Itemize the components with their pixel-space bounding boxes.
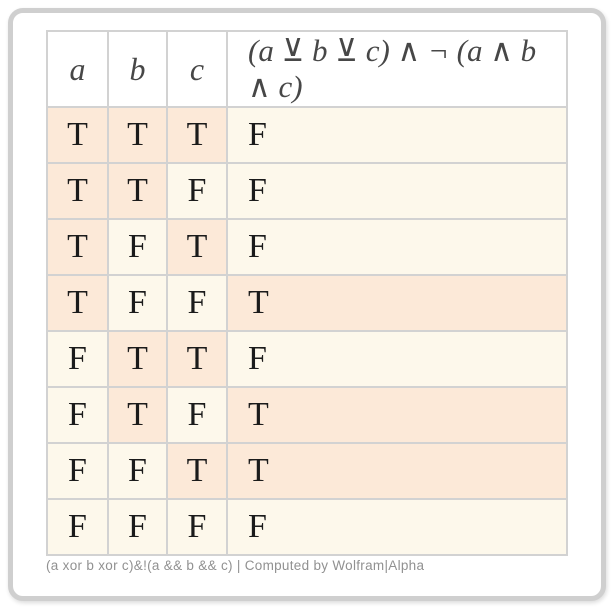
cell-b: T [107, 330, 168, 388]
cell-c: T [166, 330, 228, 388]
cell-result: T [226, 442, 568, 500]
cell-c: T [166, 442, 228, 500]
cell-result: T [226, 274, 568, 332]
cell-a: T [46, 274, 109, 332]
cell-c: F [166, 498, 228, 556]
cell-b: T [107, 106, 168, 164]
cell-b: F [107, 274, 168, 332]
attribution-caption: (a xor b xor c)&!(a && b && c) | Compute… [46, 558, 425, 573]
cell-a: F [46, 330, 109, 388]
col-header-c: c [166, 30, 228, 108]
cell-b: T [107, 162, 168, 220]
cell-result: T [226, 386, 568, 444]
cell-a: T [46, 218, 109, 276]
cell-c: F [166, 386, 228, 444]
cell-a: T [46, 162, 109, 220]
cell-result: F [226, 106, 568, 164]
col-header-expression: (a ⊻ b ⊻ c) ∧ ¬ (a ∧ b ∧ c) [226, 30, 568, 108]
cell-c: F [166, 274, 228, 332]
cell-result: F [226, 330, 568, 388]
cell-a: T [46, 106, 109, 164]
cell-a: F [46, 498, 109, 556]
cell-b: T [107, 386, 168, 444]
cell-a: F [46, 386, 109, 444]
table-header: a b c (a ⊻ b ⊻ c) ∧ ¬ (a ∧ b ∧ c) [46, 30, 568, 108]
cell-c: F [166, 162, 228, 220]
cell-c: T [166, 218, 228, 276]
cell-a: F [46, 442, 109, 500]
cell-b: F [107, 498, 168, 556]
cell-result: F [226, 162, 568, 220]
cell-b: F [107, 218, 168, 276]
col-header-b: b [107, 30, 168, 108]
cell-result: F [226, 498, 568, 556]
cell-b: F [107, 442, 168, 500]
col-header-a: a [46, 30, 109, 108]
cell-result: F [226, 218, 568, 276]
header-row: a b c (a ⊻ b ⊻ c) ∧ ¬ (a ∧ b ∧ c) [46, 30, 568, 108]
cell-c: T [166, 106, 228, 164]
